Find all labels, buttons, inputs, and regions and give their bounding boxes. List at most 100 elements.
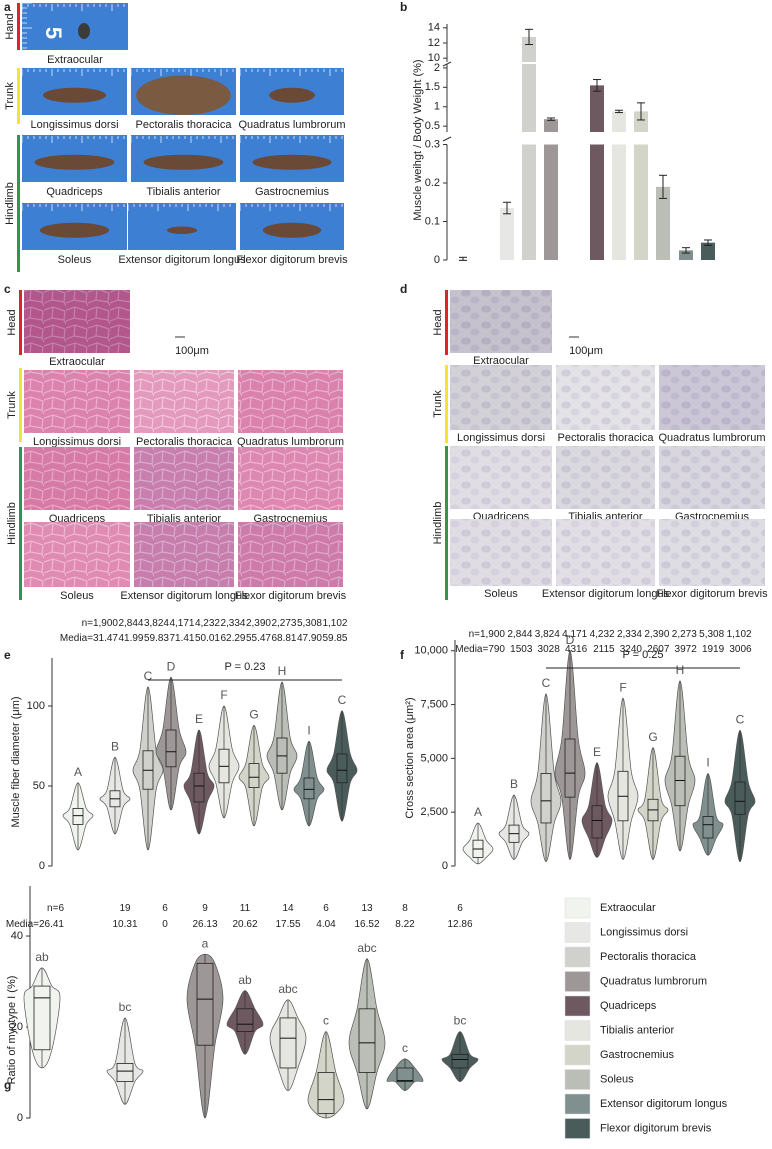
photo-tint (24, 370, 130, 433)
y-tick-label: 10 (428, 52, 440, 64)
stat-row: 16.52 (354, 919, 379, 930)
stat-value: 3,824 (144, 618, 169, 629)
photo (450, 519, 552, 586)
y-tick-label: 0 (434, 254, 440, 266)
caption: Extraocular (47, 54, 103, 66)
stat-label: Media= (60, 633, 93, 644)
bar (522, 64, 536, 132)
stat-value: 4,171 (169, 618, 194, 629)
group-letter: D (167, 659, 176, 673)
caption: Soleus (60, 590, 94, 602)
caption: Quadratus lumbrorum (239, 119, 346, 131)
group-letter: C (542, 676, 551, 690)
legend-label: Quadriceps (600, 1000, 657, 1012)
stat-value: 17.55 (275, 919, 300, 930)
photo-tint (134, 447, 234, 510)
stat-row: 20.62 (232, 919, 257, 930)
y-tick-label: 1 (434, 101, 440, 113)
caption: Gastrocnemius (254, 513, 328, 525)
group-bar (19, 368, 22, 442)
y-tick-label: 10,000 (414, 645, 448, 657)
stat-value: 8.22 (395, 919, 415, 930)
stat-row: 13 (361, 903, 373, 914)
stat-value: 2115 (593, 644, 615, 655)
stat-row: 5,308 (699, 629, 724, 640)
stat-row: 62.29 (220, 633, 245, 644)
group-letter: G (249, 707, 258, 721)
group-letter: ab (35, 950, 49, 964)
group-label: Head (432, 309, 444, 335)
stat-row: 6 (162, 903, 168, 914)
caption: Extraocular (49, 356, 105, 368)
box (116, 1063, 134, 1083)
group-bar (445, 446, 448, 600)
caption: Tibialis anterior (146, 186, 221, 198)
photo-tint (24, 290, 130, 353)
legend-swatch (564, 1118, 591, 1139)
y-tick-label: 0.2 (425, 177, 440, 189)
caption: Pectoralis thoracica (136, 119, 233, 131)
photo-tint (450, 290, 552, 353)
photo-tint (134, 522, 234, 587)
stat-value: 4.04 (316, 919, 336, 930)
y-tick-label: 14 (428, 22, 440, 34)
stat-row: 4,171 (169, 618, 194, 629)
group-label: Trunk (4, 82, 16, 110)
stat-row: 26.13 (192, 919, 217, 930)
y-tick-label: 0.3 (425, 138, 440, 150)
photo (450, 365, 552, 430)
stat-row: 1,102 (727, 629, 752, 640)
y-axis-label: Muscle fiber diameter (μm) (10, 696, 22, 827)
stat-row: 3006 (729, 644, 752, 655)
stat-value: 12.86 (447, 919, 472, 930)
stat-value: 55.47 (246, 633, 271, 644)
stat-value: 4,232 (590, 629, 615, 640)
stat-row: 2,390 (644, 629, 669, 640)
y-tick-label: 0 (442, 860, 448, 872)
stat-row: 2,334 (617, 629, 642, 640)
y-tick-label: 40 (11, 930, 23, 942)
stat-value: 47.90 (297, 633, 322, 644)
bar (612, 144, 626, 260)
stat-value: 20.62 (232, 919, 257, 930)
stat-row: 8 (402, 903, 408, 914)
group-bar (17, 68, 20, 124)
stat-row: 1,102 (322, 618, 347, 629)
stat-row: 2,334 (220, 618, 245, 629)
photo-tint (659, 365, 765, 430)
bar (590, 85, 604, 132)
caption: Quadriceps (46, 186, 103, 198)
panel-letter: a (4, 0, 11, 14)
legend-swatch (564, 946, 591, 968)
stat-row: 3,824 (535, 629, 560, 640)
stat-value: 41.99 (118, 633, 143, 644)
y-tick-label: 2,500 (420, 806, 448, 818)
specimen (136, 75, 231, 115)
specimen (39, 222, 110, 238)
specimen (143, 154, 224, 170)
caption: Flexor digitorum brevis (235, 590, 347, 602)
panel-letter: c (4, 282, 11, 296)
photo (450, 290, 552, 353)
bar (612, 111, 626, 132)
y-tick-label: 1.5 (425, 81, 440, 93)
stat-value: 790 (488, 644, 505, 655)
bar (656, 186, 670, 260)
panel-letter: e (4, 648, 11, 662)
legend-label: Tibialis anterior (600, 1024, 675, 1036)
stat-value: 3240 (620, 644, 643, 655)
photo (556, 365, 655, 430)
y-tick-label: 0 (39, 860, 45, 872)
legend-label: Gastrocnemius (600, 1049, 674, 1061)
stat-row: 3,824 (144, 618, 169, 629)
stat-row: 4,232 (195, 618, 220, 629)
specimen (34, 154, 115, 170)
photo (24, 370, 130, 433)
legend-swatch (564, 971, 591, 992)
stat-row: 71.41 (169, 633, 194, 644)
photo-tint (450, 446, 552, 509)
panel-letter: g (4, 1078, 11, 1092)
group-label: Head (6, 309, 18, 335)
panel-letter: b (400, 0, 407, 14)
